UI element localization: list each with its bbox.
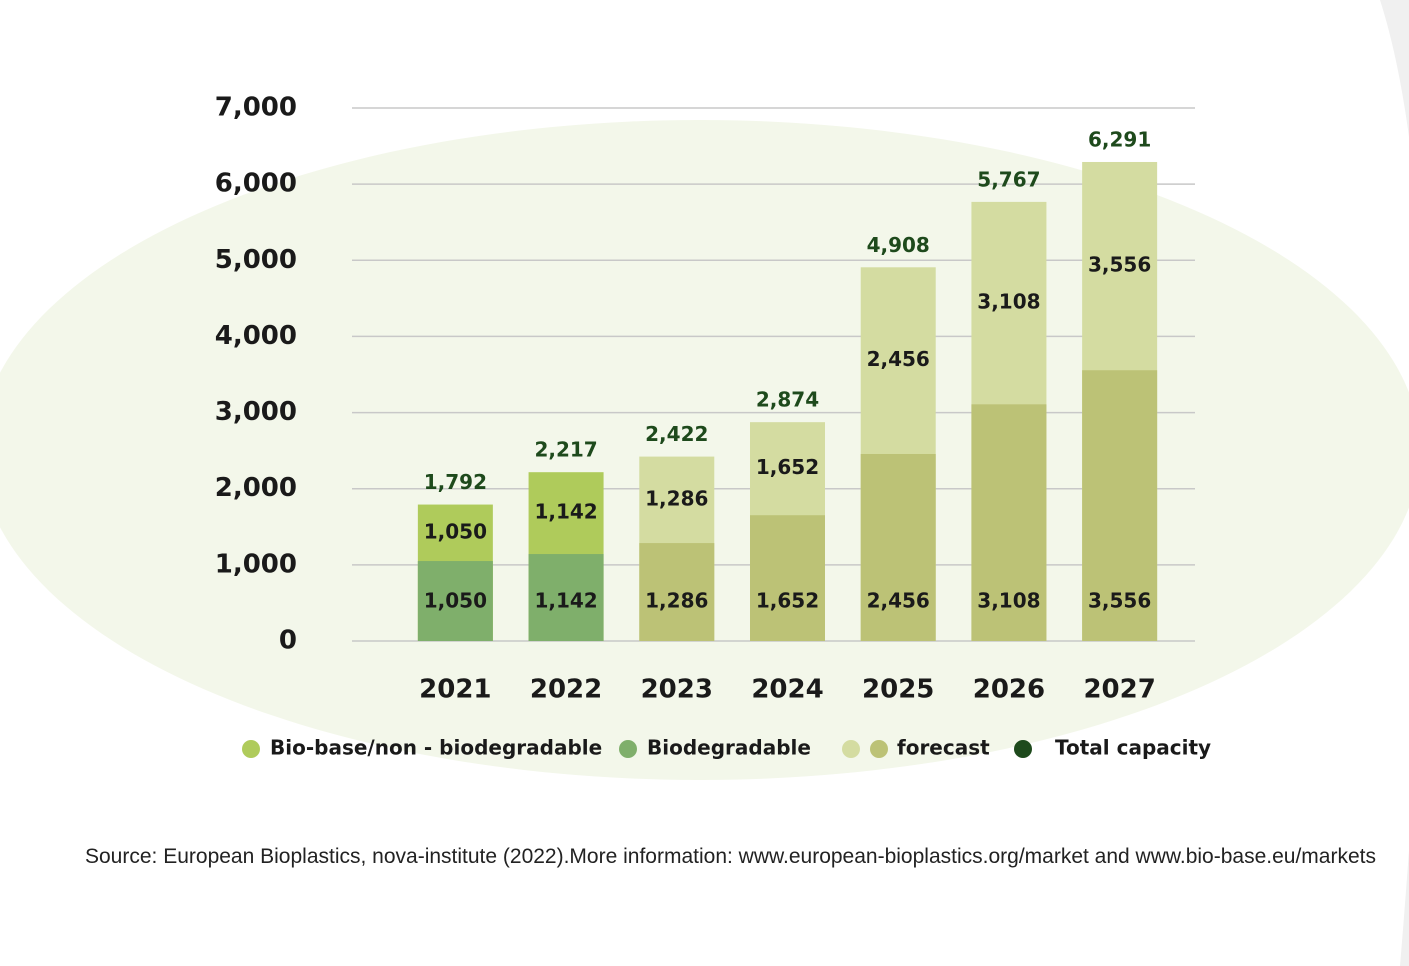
segment-label: 3,108: [977, 589, 1040, 613]
total-label: 5,767: [977, 167, 1040, 191]
segment-label: 1,142: [534, 589, 597, 613]
bar: [417, 561, 493, 641]
total-label: 4,908: [867, 233, 930, 257]
legend-label: Biodegradable: [647, 736, 811, 760]
legend-label: Bio-base/non - biodegradable: [270, 736, 602, 760]
segment-label: 3,556: [1088, 253, 1151, 277]
segment-label: 1,286: [645, 486, 708, 510]
y-tick-label: 0: [279, 626, 297, 656]
bar: [1082, 370, 1158, 641]
legend-label: forecast: [897, 736, 990, 760]
total-label: 2,217: [534, 438, 597, 462]
y-tick-label: 3,000: [215, 397, 297, 427]
total-label: 2,874: [756, 388, 819, 412]
bar: [971, 404, 1047, 641]
legend-swatch: [870, 740, 888, 758]
total-label: 2,422: [645, 422, 708, 446]
y-tick-label: 2,000: [215, 473, 297, 503]
legend-swatch: [842, 740, 860, 758]
segment-label: 3,556: [1088, 589, 1151, 613]
segment-label: 1,286: [645, 589, 708, 613]
segment-label: 1,050: [424, 589, 487, 613]
y-tick-label: 5,000: [215, 245, 297, 275]
segment-label: 2,456: [867, 589, 930, 613]
y-tick-label: 6,000: [215, 169, 297, 199]
total-label: 1,792: [424, 470, 487, 494]
y-tick-label: 1,000: [215, 549, 297, 579]
x-tick-label: 2026: [973, 675, 1045, 705]
map-background: [0, 120, 1409, 780]
segment-label: 2,456: [867, 347, 930, 371]
bar: [528, 554, 604, 641]
x-tick-label: 2025: [862, 675, 934, 705]
legend-swatch: [1014, 740, 1032, 758]
bar: [860, 453, 936, 641]
bar: [639, 543, 715, 641]
y-tick-label: 4,000: [215, 321, 297, 351]
segment-label: 1,142: [534, 500, 597, 524]
total-label: 6,291: [1088, 127, 1151, 151]
x-tick-label: 2024: [751, 675, 823, 705]
x-tick-label: 2023: [641, 675, 713, 705]
source-note: Source: European Bioplastics, nova-insti…: [85, 845, 1376, 868]
y-tick-label: 7,000: [215, 93, 297, 123]
segment-label: 1,652: [756, 589, 819, 613]
edge-arc: [1380, 0, 1409, 966]
legend-swatch: [242, 740, 260, 758]
bar: [750, 515, 825, 641]
segment-label: 1,652: [756, 455, 819, 479]
x-tick-label: 2022: [530, 675, 602, 705]
legend-swatch: [619, 740, 637, 758]
segment-label: 1,050: [424, 519, 487, 543]
x-tick-label: 2027: [1083, 675, 1155, 705]
x-tick-label: 2021: [419, 675, 491, 705]
segment-label: 3,108: [977, 290, 1040, 314]
legend-label: Total capacity: [1055, 736, 1211, 760]
